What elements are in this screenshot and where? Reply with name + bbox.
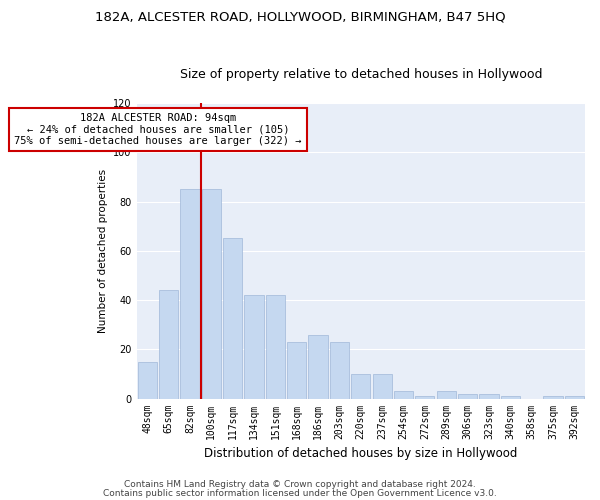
Bar bbox=[351, 374, 370, 398]
Bar bbox=[479, 394, 499, 398]
Bar bbox=[330, 342, 349, 398]
Bar bbox=[287, 342, 307, 398]
Bar bbox=[373, 374, 392, 398]
Bar bbox=[223, 238, 242, 398]
Bar bbox=[500, 396, 520, 398]
Bar bbox=[308, 334, 328, 398]
Bar bbox=[544, 396, 563, 398]
Text: 182A ALCESTER ROAD: 94sqm
← 24% of detached houses are smaller (105)
75% of semi: 182A ALCESTER ROAD: 94sqm ← 24% of detac… bbox=[14, 113, 302, 146]
Bar bbox=[159, 290, 178, 399]
Bar bbox=[202, 189, 221, 398]
Bar bbox=[458, 394, 477, 398]
Text: Contains HM Land Registry data © Crown copyright and database right 2024.: Contains HM Land Registry data © Crown c… bbox=[124, 480, 476, 489]
Bar bbox=[137, 362, 157, 399]
Bar bbox=[181, 189, 200, 398]
Y-axis label: Number of detached properties: Number of detached properties bbox=[98, 168, 107, 333]
Bar bbox=[244, 295, 263, 399]
Bar bbox=[415, 396, 434, 398]
Title: Size of property relative to detached houses in Hollywood: Size of property relative to detached ho… bbox=[179, 68, 542, 81]
Text: 182A, ALCESTER ROAD, HOLLYWOOD, BIRMINGHAM, B47 5HQ: 182A, ALCESTER ROAD, HOLLYWOOD, BIRMINGH… bbox=[95, 10, 505, 23]
Text: Contains public sector information licensed under the Open Government Licence v3: Contains public sector information licen… bbox=[103, 488, 497, 498]
X-axis label: Distribution of detached houses by size in Hollywood: Distribution of detached houses by size … bbox=[204, 447, 517, 460]
Bar bbox=[394, 391, 413, 398]
Bar bbox=[437, 391, 456, 398]
Bar bbox=[565, 396, 584, 398]
Bar bbox=[266, 295, 285, 399]
